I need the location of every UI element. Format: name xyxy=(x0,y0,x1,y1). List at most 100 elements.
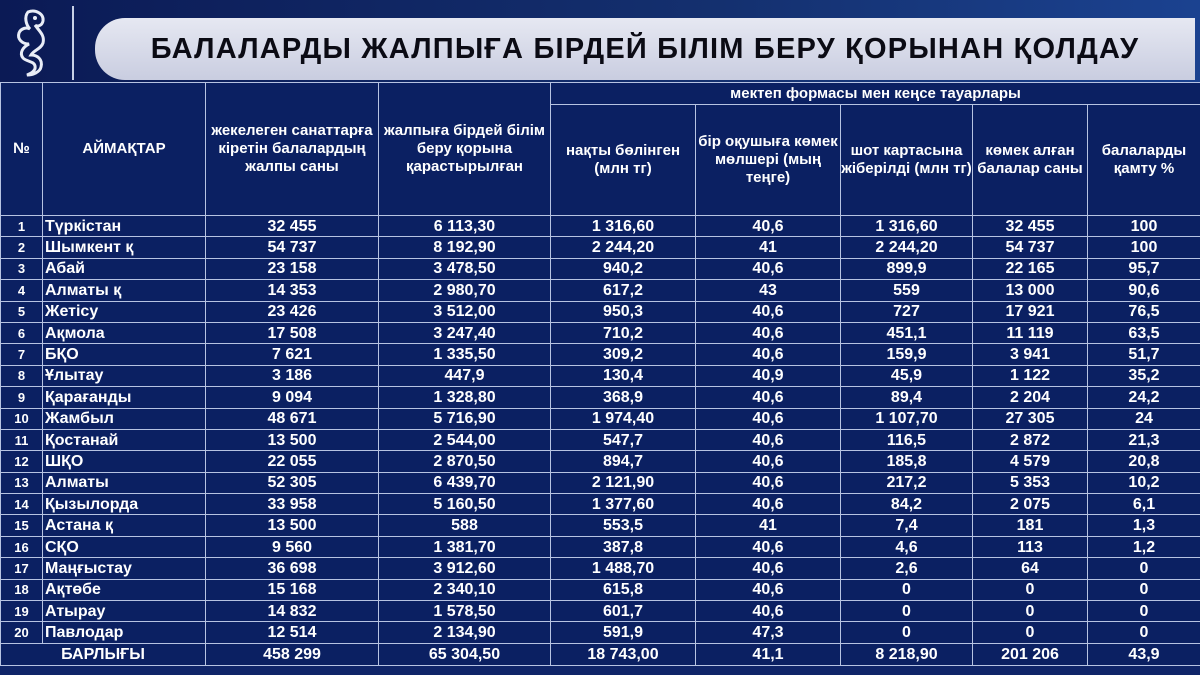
divider xyxy=(72,6,74,80)
children-helped-cell: 0 xyxy=(972,578,1088,602)
header-num: № xyxy=(0,82,43,216)
sent-to-card-cell: 0 xyxy=(840,621,973,644)
fund-planned-cell: 5 716,90 xyxy=(378,407,551,430)
table-row: 20 Павлодар 12 514 2 134,90 591,9 47,3 0 0 0 xyxy=(0,621,1200,644)
per-student-total-cell: 41,1 xyxy=(695,642,841,666)
allocated-cell: 2 121,90 xyxy=(550,471,696,495)
fund-planned-cell: 2 544,00 xyxy=(378,428,551,452)
children-helped-cell: 0 xyxy=(972,600,1088,623)
table-row: 18 Ақтөбе 15 168 2 340,10 615,8 40,6 0 0 0 xyxy=(0,578,1200,602)
total-children-cell: 54 737 xyxy=(205,236,379,259)
allocated-cell: 1 377,60 xyxy=(550,493,696,516)
children-helped-cell: 17 921 xyxy=(972,300,1088,323)
sent-to-card-cell: 4,6 xyxy=(840,535,973,559)
sent-to-card-cell: 116,5 xyxy=(840,428,973,452)
fund-planned-cell: 6 439,70 xyxy=(378,471,551,495)
table-row: 19 Атырау 14 832 1 578,50 601,7 40,6 0 0 0 xyxy=(0,600,1200,623)
sent-to-card-cell: 185,8 xyxy=(840,450,973,473)
children-helped-total-cell: 201 206 xyxy=(972,642,1088,666)
table-row: 11 Қостанай 13 500 2 544,00 547,7 40,6 116,5 2 … xyxy=(0,428,1200,452)
table-row: 6 Ақмола 17 508 3 247,40 710,2 40,6 451,1 11 11… xyxy=(0,321,1200,345)
page-title: БАЛАЛАРДЫ ЖАЛПЫҒА БІРДЕЙ БІЛІМ БЕРУ ҚОРЫ… xyxy=(150,32,1140,65)
region-name-cell: Ақтөбе xyxy=(42,578,206,602)
table-row: 5 Жетісу 23 426 3 512,00 950,3 40,6 727 17 921 7… xyxy=(0,300,1200,323)
title-banner: БАЛАЛАРДЫ ЖАЛПЫҒА БІРДЕЙ БІЛІМ БЕРУ ҚОРЫ… xyxy=(95,18,1195,80)
children-helped-cell: 32 455 xyxy=(972,214,1088,238)
per-student-cell: 40,6 xyxy=(695,214,841,238)
children-helped-cell: 4 579 xyxy=(972,450,1088,473)
allocated-total-cell: 18 743,00 xyxy=(550,642,696,666)
total-children-cell: 23 158 xyxy=(205,257,379,281)
header-fund-planned: жалпыға бірдей білім беру қорына қарасты… xyxy=(378,82,551,216)
sent-to-card-cell: 0 xyxy=(840,600,973,623)
data-table: № АЙМАҚТАР жекелеген санаттарға кіретін … xyxy=(0,82,1200,666)
region-name-cell: Жетісу xyxy=(42,300,206,323)
per-student-cell: 40,6 xyxy=(695,535,841,559)
total-children-cell: 12 514 xyxy=(205,621,379,644)
per-student-cell: 40,6 xyxy=(695,578,841,602)
sent-to-card-cell: 217,2 xyxy=(840,471,973,495)
children-helped-cell: 1 122 xyxy=(972,364,1088,388)
fund-planned-cell: 1 335,50 xyxy=(378,343,551,366)
allocated-cell: 617,2 xyxy=(550,279,696,302)
per-student-cell: 40,6 xyxy=(695,300,841,323)
table-row: 4 Алматы қ 14 353 2 980,70 617,2 43 559 13 000 9… xyxy=(0,279,1200,302)
region-name-cell: Шымкент қ xyxy=(42,236,206,259)
total-row: БАРЛЫҒЫ 458 299 65 304,50 18 743,00 41,1 8 21… xyxy=(0,642,1200,666)
header-group: мектеп формасы мен кеңсе тауарлары xyxy=(550,82,1200,105)
allocated-cell: 1 488,70 xyxy=(550,557,696,580)
table-row: 1 Түркістан 32 455 6 113,30 1 316,60 40,6 1 31… xyxy=(0,214,1200,238)
coverage-cell: 0 xyxy=(1087,578,1200,602)
coverage-cell: 24,2 xyxy=(1087,386,1200,409)
fund-planned-cell: 588 xyxy=(378,514,551,537)
sent-to-card-cell: 7,4 xyxy=(840,514,973,537)
region-name-cell: СҚО xyxy=(42,535,206,559)
children-helped-cell: 2 075 xyxy=(972,493,1088,516)
total-children-cell: 32 455 xyxy=(205,214,379,238)
total-children-cell: 13 500 xyxy=(205,514,379,537)
per-student-cell: 40,6 xyxy=(695,407,841,430)
per-student-cell: 40,6 xyxy=(695,428,841,452)
coverage-cell: 21,3 xyxy=(1087,428,1200,452)
sent-to-card-cell: 45,9 xyxy=(840,364,973,388)
coverage-cell: 24 xyxy=(1087,407,1200,430)
table-row: 17 Маңғыстау 36 698 3 912,60 1 488,70 40,6 2,6… xyxy=(0,557,1200,580)
region-name-cell: ШҚО xyxy=(42,450,206,473)
total-children-cell: 48 671 xyxy=(205,407,379,430)
allocated-cell: 553,5 xyxy=(550,514,696,537)
total-children-total-cell: 458 299 xyxy=(205,642,379,666)
per-student-cell: 40,6 xyxy=(695,386,841,409)
allocated-cell: 950,3 xyxy=(550,300,696,323)
per-student-cell: 40,6 xyxy=(695,471,841,495)
sent-to-card-cell: 89,4 xyxy=(840,386,973,409)
header-per-student: бір оқушыға көмек мөлшері (мың теңге) xyxy=(695,104,841,216)
allocated-cell: 1 974,40 xyxy=(550,407,696,430)
region-name-cell: Алматы xyxy=(42,471,206,495)
row-number-cell: 6 xyxy=(0,321,43,345)
allocated-cell: 309,2 xyxy=(550,343,696,366)
fund-planned-cell: 1 578,50 xyxy=(378,600,551,623)
allocated-cell: 601,7 xyxy=(550,600,696,623)
row-number-cell: 2 xyxy=(0,236,43,259)
children-helped-cell: 113 xyxy=(972,535,1088,559)
children-helped-cell: 54 737 xyxy=(972,236,1088,259)
children-helped-cell: 2 204 xyxy=(972,386,1088,409)
row-number-cell: 3 xyxy=(0,257,43,281)
coverage-cell: 51,7 xyxy=(1087,343,1200,366)
fund-planned-cell: 8 192,90 xyxy=(378,236,551,259)
region-name-cell: Түркістан xyxy=(42,214,206,238)
fund-planned-cell: 5 160,50 xyxy=(378,493,551,516)
total-children-cell: 9 560 xyxy=(205,535,379,559)
header-region: АЙМАҚТАР xyxy=(42,82,206,216)
fund-planned-cell: 2 980,70 xyxy=(378,279,551,302)
header-coverage: балаларды қамту % xyxy=(1087,104,1200,216)
table-row: 12 ШҚО 22 055 2 870,50 894,7 40,6 185,8 4 579 20… xyxy=(0,450,1200,473)
coverage-cell: 1,2 xyxy=(1087,535,1200,559)
per-student-cell: 41 xyxy=(695,514,841,537)
coverage-cell: 0 xyxy=(1087,600,1200,623)
per-student-cell: 43 xyxy=(695,279,841,302)
allocated-cell: 547,7 xyxy=(550,428,696,452)
header-total-children: жекелеген санаттарға кіретін балалардың … xyxy=(205,82,379,216)
sent-to-card-cell: 899,9 xyxy=(840,257,973,281)
table-row: 8 Ұлытау 3 186 447,9 130,4 40,9 45,9 1 122 35,2 xyxy=(0,364,1200,388)
